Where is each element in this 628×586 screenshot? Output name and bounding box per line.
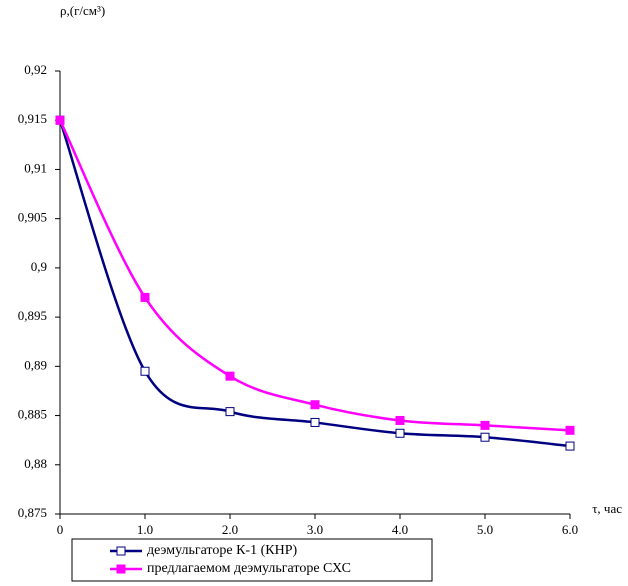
y-tick-label: 0,875 — [18, 505, 47, 520]
point-marker — [310, 400, 320, 410]
y-axis-label: ρ,(г/см³) — [60, 3, 105, 18]
legend-label: деэмульгаторе К-1 (КНР) — [147, 543, 297, 558]
y-tick-label: 0,92 — [24, 62, 47, 77]
x-axis-label: τ, час — [592, 501, 622, 516]
y-tick-label: 0,89 — [24, 357, 47, 372]
legend-label: предлагаемом деэмульгаторе СХС — [147, 561, 351, 576]
point-marker — [140, 366, 150, 376]
point-marker — [565, 441, 575, 451]
point-marker — [480, 420, 490, 430]
y-tick-label: 0,9 — [31, 259, 47, 274]
legend-marker — [116, 564, 126, 574]
point-marker — [310, 417, 320, 427]
x-tick-label: 0 — [57, 522, 64, 537]
point-marker — [140, 292, 150, 302]
y-tick-label: 0,91 — [24, 160, 47, 175]
y-tick-label: 0,915 — [18, 111, 47, 126]
line-series — [58, 119, 571, 432]
point-marker — [480, 432, 490, 442]
point-marker — [395, 415, 405, 425]
y-tick-label: 0,895 — [18, 308, 47, 323]
legend-marker — [116, 546, 126, 556]
point-marker — [55, 115, 65, 125]
point-marker — [225, 407, 235, 417]
x-tick-label: 1.0 — [137, 522, 153, 537]
x-tick-label: 3.0 — [307, 522, 323, 537]
y-tick-label: 0,885 — [18, 407, 47, 422]
x-tick-label: 5.0 — [477, 522, 493, 537]
x-tick-label: 2.0 — [222, 522, 238, 537]
point-marker — [225, 371, 235, 381]
legend-box — [71, 538, 433, 582]
x-tick-label: 4.0 — [392, 522, 408, 537]
point-marker — [565, 425, 575, 435]
x-tick-label: 6.0 — [562, 522, 578, 537]
point-marker — [395, 428, 405, 438]
y-tick-label: 0,88 — [24, 456, 47, 471]
y-tick-label: 0,905 — [18, 210, 47, 225]
